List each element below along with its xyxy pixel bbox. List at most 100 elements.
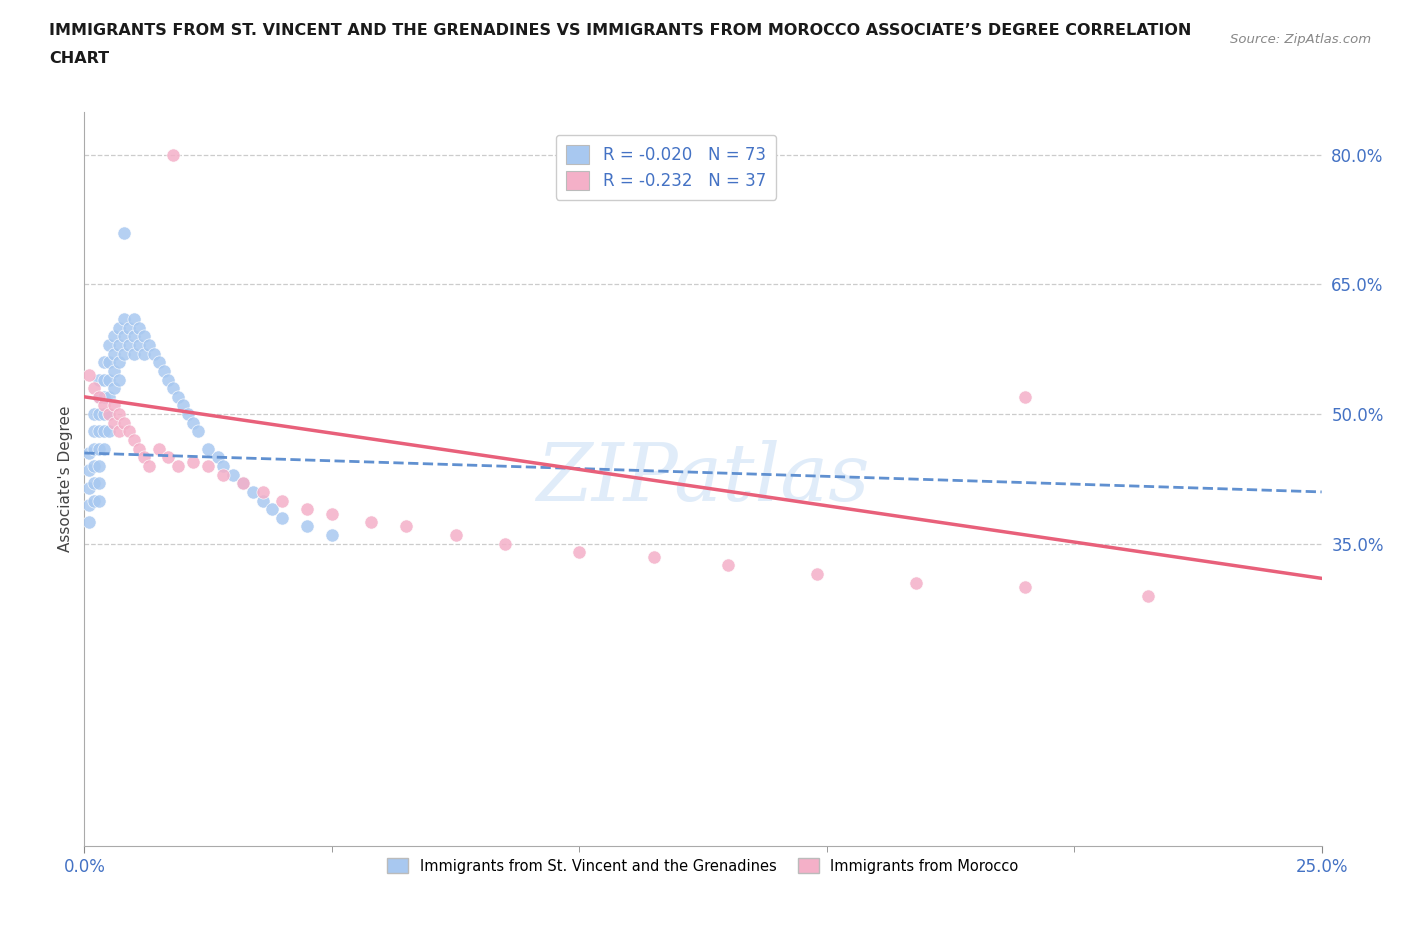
Point — [98, 390, 121, 405]
Point — [271, 493, 294, 508]
Point — [93, 398, 115, 413]
Point — [83, 406, 105, 421]
Point — [1014, 390, 1036, 405]
Point — [128, 338, 150, 352]
Point — [98, 406, 121, 421]
Point — [79, 514, 101, 529]
Point — [207, 450, 229, 465]
Point — [122, 329, 145, 344]
Point — [252, 493, 274, 508]
Point — [103, 416, 125, 431]
Point — [242, 485, 264, 499]
Point — [93, 372, 115, 387]
Point — [197, 441, 219, 456]
Point — [262, 502, 284, 517]
Point — [79, 498, 101, 512]
Point — [162, 147, 184, 162]
Point — [112, 416, 135, 431]
Point — [148, 441, 170, 456]
Point — [108, 372, 131, 387]
Point — [83, 441, 105, 456]
Point — [83, 424, 105, 439]
Point — [148, 355, 170, 370]
Point — [212, 467, 235, 482]
Point — [108, 406, 131, 421]
Point — [157, 450, 180, 465]
Point — [89, 424, 111, 439]
Point — [643, 550, 665, 565]
Point — [181, 416, 204, 431]
Point — [98, 355, 121, 370]
Point — [118, 320, 141, 335]
Point — [222, 467, 245, 482]
Point — [108, 424, 131, 439]
Point — [717, 558, 740, 573]
Point — [157, 372, 180, 387]
Point — [806, 566, 828, 581]
Point — [271, 511, 294, 525]
Point — [494, 537, 516, 551]
Point — [118, 424, 141, 439]
Text: IMMIGRANTS FROM ST. VINCENT AND THE GRENADINES VS IMMIGRANTS FROM MOROCCO ASSOCI: IMMIGRANTS FROM ST. VINCENT AND THE GREN… — [49, 23, 1192, 38]
Point — [138, 458, 160, 473]
Point — [83, 380, 105, 395]
Point — [122, 346, 145, 361]
Point — [108, 355, 131, 370]
Point — [295, 502, 318, 517]
Point — [177, 406, 200, 421]
Point — [98, 372, 121, 387]
Point — [321, 527, 343, 542]
Point — [128, 441, 150, 456]
Point — [568, 545, 591, 560]
Point — [89, 476, 111, 491]
Point — [89, 493, 111, 508]
Point — [197, 458, 219, 473]
Point — [187, 424, 209, 439]
Point — [93, 441, 115, 456]
Point — [1014, 579, 1036, 594]
Point — [93, 406, 115, 421]
Point — [103, 364, 125, 379]
Point — [108, 338, 131, 352]
Point — [295, 519, 318, 534]
Point — [132, 346, 155, 361]
Point — [162, 380, 184, 395]
Point — [79, 463, 101, 478]
Point — [93, 355, 115, 370]
Point — [167, 458, 190, 473]
Point — [89, 372, 111, 387]
Point — [83, 476, 105, 491]
Point — [172, 398, 194, 413]
Point — [395, 519, 418, 534]
Point — [138, 338, 160, 352]
Point — [112, 312, 135, 326]
Point — [93, 424, 115, 439]
Y-axis label: Associate's Degree: Associate's Degree — [58, 405, 73, 552]
Point — [167, 390, 190, 405]
Point — [98, 406, 121, 421]
Point — [112, 225, 135, 240]
Point — [98, 424, 121, 439]
Point — [142, 346, 165, 361]
Point — [98, 338, 121, 352]
Point — [89, 390, 111, 405]
Point — [360, 514, 382, 529]
Point — [252, 485, 274, 499]
Text: CHART: CHART — [49, 51, 110, 66]
Point — [1137, 588, 1160, 603]
Point — [232, 476, 254, 491]
Point — [103, 398, 125, 413]
Point — [118, 338, 141, 352]
Point — [79, 480, 101, 495]
Point — [132, 329, 155, 344]
Point — [103, 380, 125, 395]
Point — [321, 506, 343, 521]
Point — [122, 432, 145, 447]
Point — [232, 476, 254, 491]
Point — [83, 458, 105, 473]
Point — [79, 445, 101, 460]
Point — [108, 320, 131, 335]
Point — [128, 320, 150, 335]
Text: Source: ZipAtlas.com: Source: ZipAtlas.com — [1230, 33, 1371, 46]
Point — [79, 367, 101, 382]
